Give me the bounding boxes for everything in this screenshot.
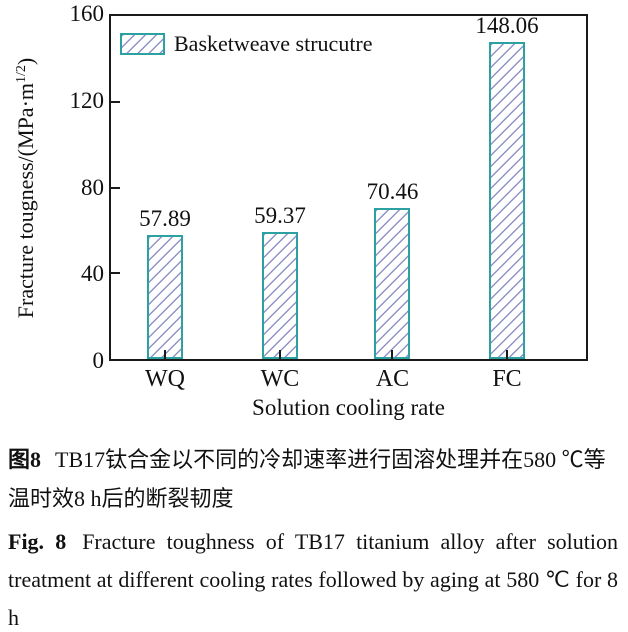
bar-value-label-wq: 57.89 — [139, 205, 191, 231]
caption-chinese: 图8 TB17钛合金以不同的冷却速率进行固溶处理并在580 ℃等温时效8 h后的断… — [8, 440, 618, 518]
y-tick-mark-80 — [111, 186, 120, 189]
legend: Basketweave strucutre — [120, 31, 373, 57]
bar-fc — [489, 41, 525, 359]
x-tick-mark-wq — [164, 350, 166, 359]
bar-value-label-fc: 148.06 — [475, 12, 539, 38]
bar-wc — [262, 231, 298, 359]
legend-label: Basketweave strucutre — [174, 31, 373, 56]
y-tick-label-80: 80 — [81, 174, 104, 200]
bar-value-label-ac: 70.46 — [366, 178, 419, 204]
y-tick-label-0: 0 — [92, 348, 105, 373]
x-tick-label-wc: WC — [260, 366, 300, 392]
y-tick-label-160: 160 — [69, 1, 105, 26]
caption-english-text: Fracture toughness of TB17 titanium allo… — [8, 529, 618, 630]
x-tick-label-ac: AC — [375, 366, 410, 392]
y-tick-label-120: 120 — [69, 87, 105, 113]
legend-swatch — [120, 33, 165, 55]
bar-ac — [374, 207, 411, 359]
bar-value-label-wc: 59.37 — [254, 202, 306, 228]
y-tick-mark-40 — [111, 272, 120, 275]
caption-english-fig-label: Fig. 8 — [8, 529, 67, 554]
x-tick-mark-wc — [279, 350, 281, 359]
bar-wq — [147, 234, 183, 359]
x-tick-label-wq: WQ — [145, 366, 185, 392]
x-tick-mark-fc — [506, 350, 508, 359]
caption-chinese-text: TB17钛合金以不同的冷却速率进行固溶处理并在580 ℃等温时效8 h后的断裂韧… — [8, 447, 606, 511]
y-axis-title-suffix: ) — [13, 57, 39, 65]
x-tick-label-fc: FC — [492, 366, 522, 392]
plot-area — [109, 14, 588, 361]
caption-english: Fig. 8 Fracture toughness of TB17 titaniu… — [8, 523, 618, 632]
caption-chinese-fig-label: 图8 — [8, 447, 42, 472]
bar-chart: Fracture tougness/(MPa·m1/2) Basketweave… — [13, 1, 588, 420]
y-tick-label-40: 40 — [81, 261, 104, 287]
y-tick-mark-120 — [111, 100, 120, 103]
x-tick-mark-ac — [391, 350, 394, 359]
x-axis-title: Solution cooling rate — [252, 395, 445, 420]
y-axis-title-superscript: 1/2 — [13, 64, 29, 83]
y-axis-title-text: Fracture tougness/(MPa·m1/2) — [13, 57, 39, 317]
y-axis-title-prefix: Fracture tougness/(MPa·m — [13, 82, 39, 318]
